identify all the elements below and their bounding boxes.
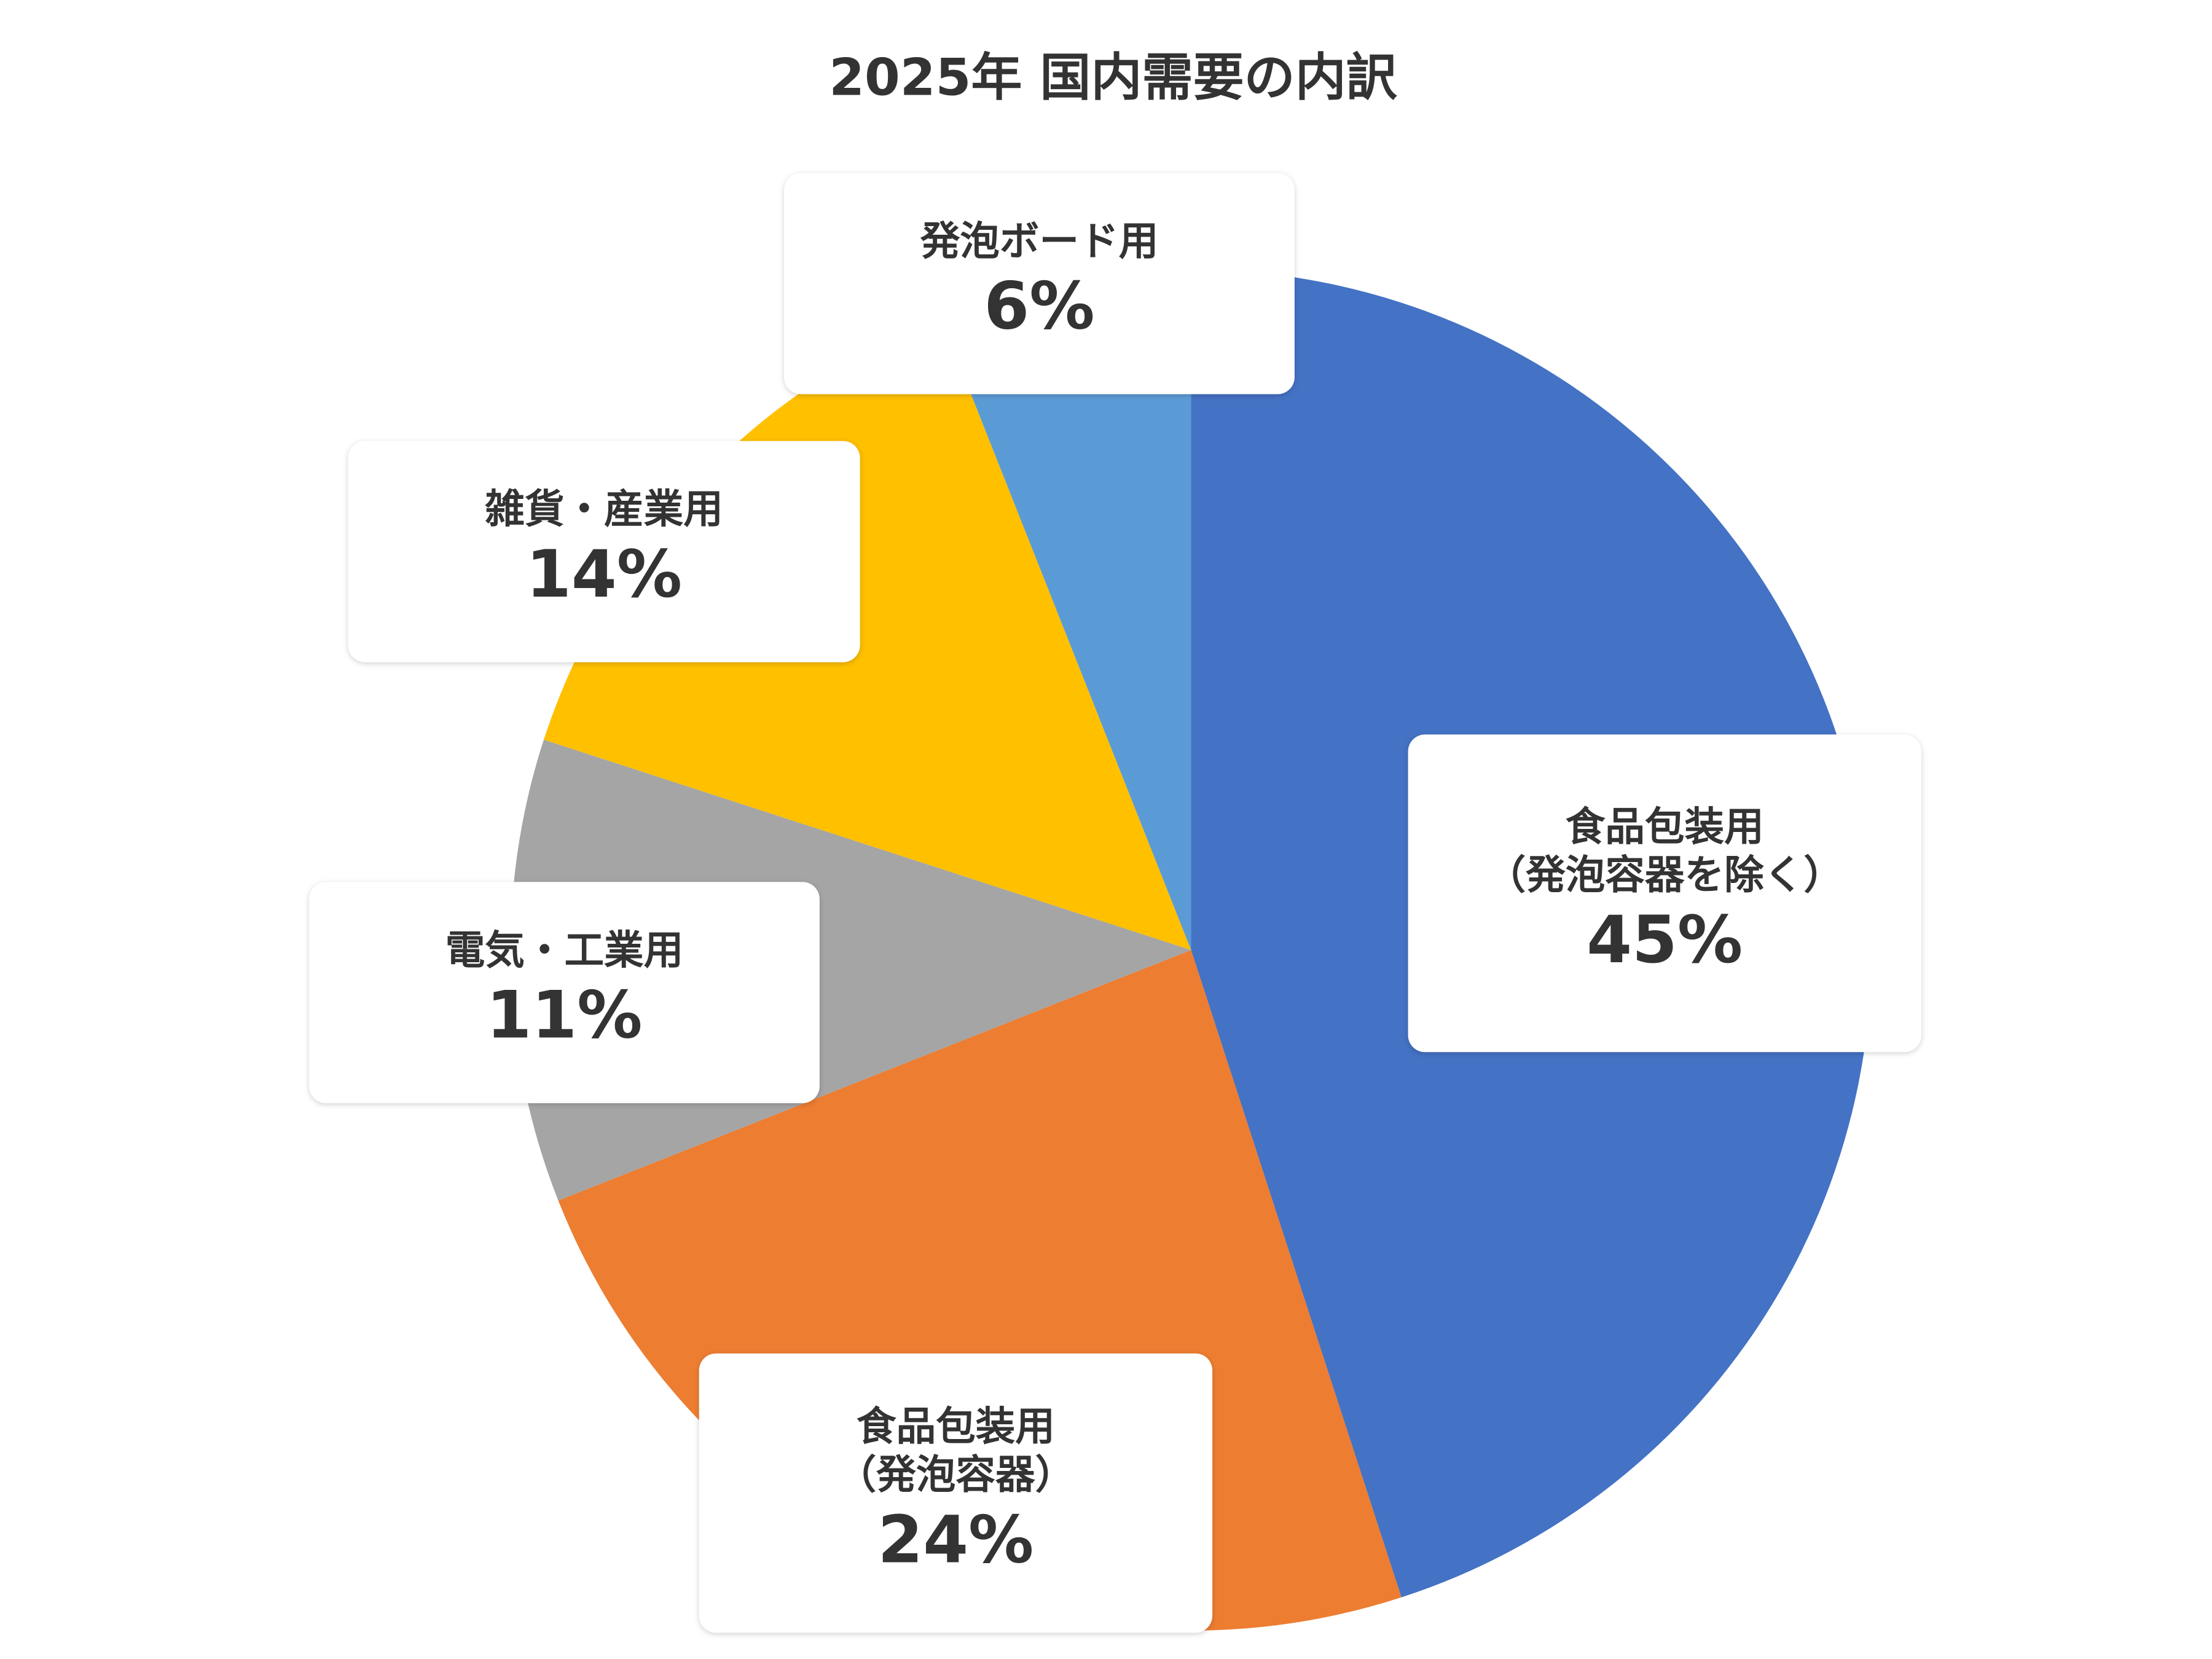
label-box [784,173,1295,394]
category-label: 電気・工業用 [445,927,684,973]
category-label: （発泡容器を除く） [1486,852,1843,898]
pie-slice [940,269,1191,951]
value-label: 45% [1586,902,1743,978]
category-label: （発泡容器） [837,1452,1075,1498]
category-label: 発泡ボード用 [920,219,1159,265]
label-box [348,441,860,662]
value-label: 24% [877,1502,1033,1578]
category-label: 雑貨・産業用 [484,487,723,533]
label-box [309,882,820,1104]
value-label: 11% [486,978,642,1054]
labels: 食品包装用（発泡容器を除く）45%食品包装用（発泡容器）24%電気・工業用11%… [309,173,1921,1633]
value-label: 14% [526,536,682,613]
value-label: 6% [984,269,1094,345]
label-box [1408,734,1921,1053]
chart-title: 2025年 国内需要の内訳 [829,47,1398,107]
category-label: 食品包装用 [1566,804,1764,850]
category-label: 食品包装用 [857,1404,1055,1450]
label-box [699,1353,1213,1633]
